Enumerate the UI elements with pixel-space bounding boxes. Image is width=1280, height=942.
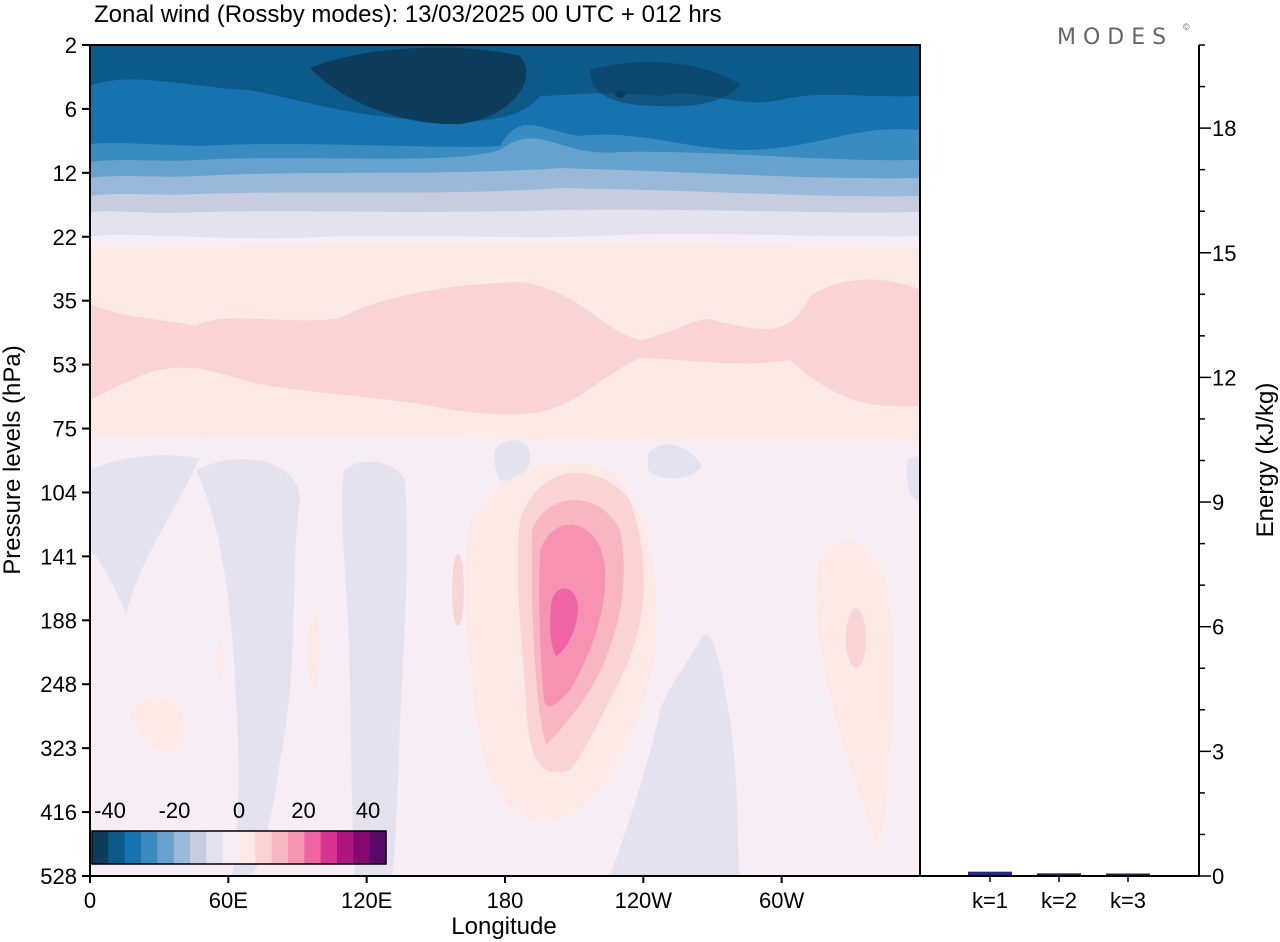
contour-field: [90, 45, 920, 876]
y-axis-label: Pressure levels (hPa): [0, 345, 26, 574]
band-plus5: [90, 279, 920, 415]
x-tick-label: 120W: [615, 888, 673, 913]
colorbar-swatch: [92, 831, 109, 864]
colorbar-swatch: [124, 831, 142, 864]
colorbar-swatch: [141, 831, 158, 864]
y-tick-label: 416: [40, 800, 77, 825]
energy-tick-label: 3: [1212, 739, 1224, 764]
energy-axis-label: Energy (kJ/kg): [1252, 383, 1279, 538]
energy-tick-label: 6: [1212, 615, 1224, 640]
colorbar-swatch: [222, 831, 240, 864]
colorbar-labels: -40 -20 0 20 40: [94, 798, 380, 823]
westerly-patch-4: [130, 697, 185, 754]
trop-easterly-3: [342, 461, 407, 876]
x-tick-label: 60W: [759, 888, 804, 913]
jet-core: [549, 588, 578, 656]
colorbar-swatch: [288, 831, 305, 864]
westerly-patch-2: [308, 610, 320, 690]
westerly-patch-3: [217, 644, 223, 676]
colorbar-label: 0: [233, 798, 245, 823]
y-tick-label: 6: [65, 97, 77, 122]
x-tick-label: 60E: [209, 888, 248, 913]
x-axis-label: Longitude: [451, 913, 556, 940]
colorbar-swatch: [304, 831, 322, 864]
trop-easterly-7: [906, 456, 920, 500]
colorbar-swatch: [157, 831, 175, 864]
colorbar-swatch: [173, 831, 191, 864]
x-tick-label: 120E: [341, 888, 392, 913]
colorbar-swatch: [271, 831, 289, 864]
colorbar-swatch: [239, 831, 256, 864]
trop-easterly-4: [494, 440, 530, 481]
x-tick-label: 180: [487, 888, 524, 913]
trop-easterly-1: [90, 455, 200, 614]
y-tick-label: 188: [40, 608, 77, 633]
colorbar-swatch: [369, 831, 387, 864]
y-tick-label: 323: [40, 736, 77, 761]
colorbar: [91, 830, 387, 865]
chart-title: Zonal wind (Rossby modes): 13/03/2025 00…: [94, 1, 722, 28]
colorbar-label: -20: [159, 798, 191, 823]
easterly-spot: [615, 90, 625, 98]
easterly-core: [310, 47, 527, 125]
energy-category-label: k=3: [1110, 888, 1146, 913]
y-tick-label: 35: [53, 289, 77, 314]
colorbar-swatch: [320, 831, 338, 864]
trop-easterly-5: [648, 444, 702, 479]
x-axis-ticks: 0 60E 120E 180 120W 60W: [84, 876, 805, 913]
easterly-streak-1: [110, 103, 180, 111]
y-axis-ticks: 2 6 12 22 35 53 75 104 141 188 248 323 416 528: [40, 33, 90, 889]
y-tick-label: 75: [53, 417, 77, 442]
colorbar-swatch: [190, 831, 207, 864]
y-tick-label: 141: [40, 544, 77, 569]
energy-bar-k1: [968, 871, 1012, 875]
energy-categories: k=1 k=2 k=3: [972, 876, 1146, 913]
energy-category-label: k=2: [1041, 888, 1077, 913]
y-tick-label: 528: [40, 864, 77, 889]
energy-bars: [968, 871, 1150, 875]
y-tick-label: 22: [53, 225, 77, 250]
energy-tick-label: 15: [1212, 241, 1236, 266]
colorbar-swatch: [337, 831, 354, 864]
y-tick-label: 248: [40, 672, 77, 697]
energy-tick-label: 12: [1212, 365, 1236, 390]
westerly-patch-1: [452, 554, 464, 626]
colorbar-swatch: [255, 831, 273, 864]
y-tick-label: 104: [40, 480, 77, 505]
easterly-secondary: [590, 61, 740, 107]
colorbar-frame: [91, 830, 387, 865]
trop-easterly-2: [196, 459, 300, 876]
modes-logo: MODES: [1057, 25, 1173, 50]
y-tick-label: 53: [53, 353, 77, 378]
y-tick-label: 12: [53, 161, 77, 186]
colorbar-label: -40: [94, 798, 126, 823]
westerly-patch-5: [816, 539, 894, 850]
energy-bar-k3: [1106, 873, 1150, 875]
westerly-patch-6: [846, 608, 866, 668]
y-tick-label: 2: [65, 33, 77, 58]
energy-tick-label: 18: [1212, 116, 1236, 141]
trop-easterly-6: [610, 634, 740, 876]
easterly-streak-2: [113, 125, 177, 131]
colorbar-swatch: [206, 831, 224, 864]
colorbar-label: 20: [291, 798, 315, 823]
copyright-mark: ©: [1183, 22, 1190, 32]
energy-tick-label: 0: [1212, 864, 1224, 889]
energy-axis-ticks: 0 3 6 9 12 15 18: [1199, 44, 1236, 889]
energy-tick-label: 9: [1212, 490, 1224, 515]
energy-bar-k2: [1037, 873, 1081, 875]
x-tick-label: 0: [84, 888, 96, 913]
colorbar-label: 40: [356, 798, 380, 823]
colorbar-swatch: [353, 831, 371, 864]
colorbar-swatch: [108, 831, 126, 864]
energy-category-label: k=1: [972, 888, 1008, 913]
